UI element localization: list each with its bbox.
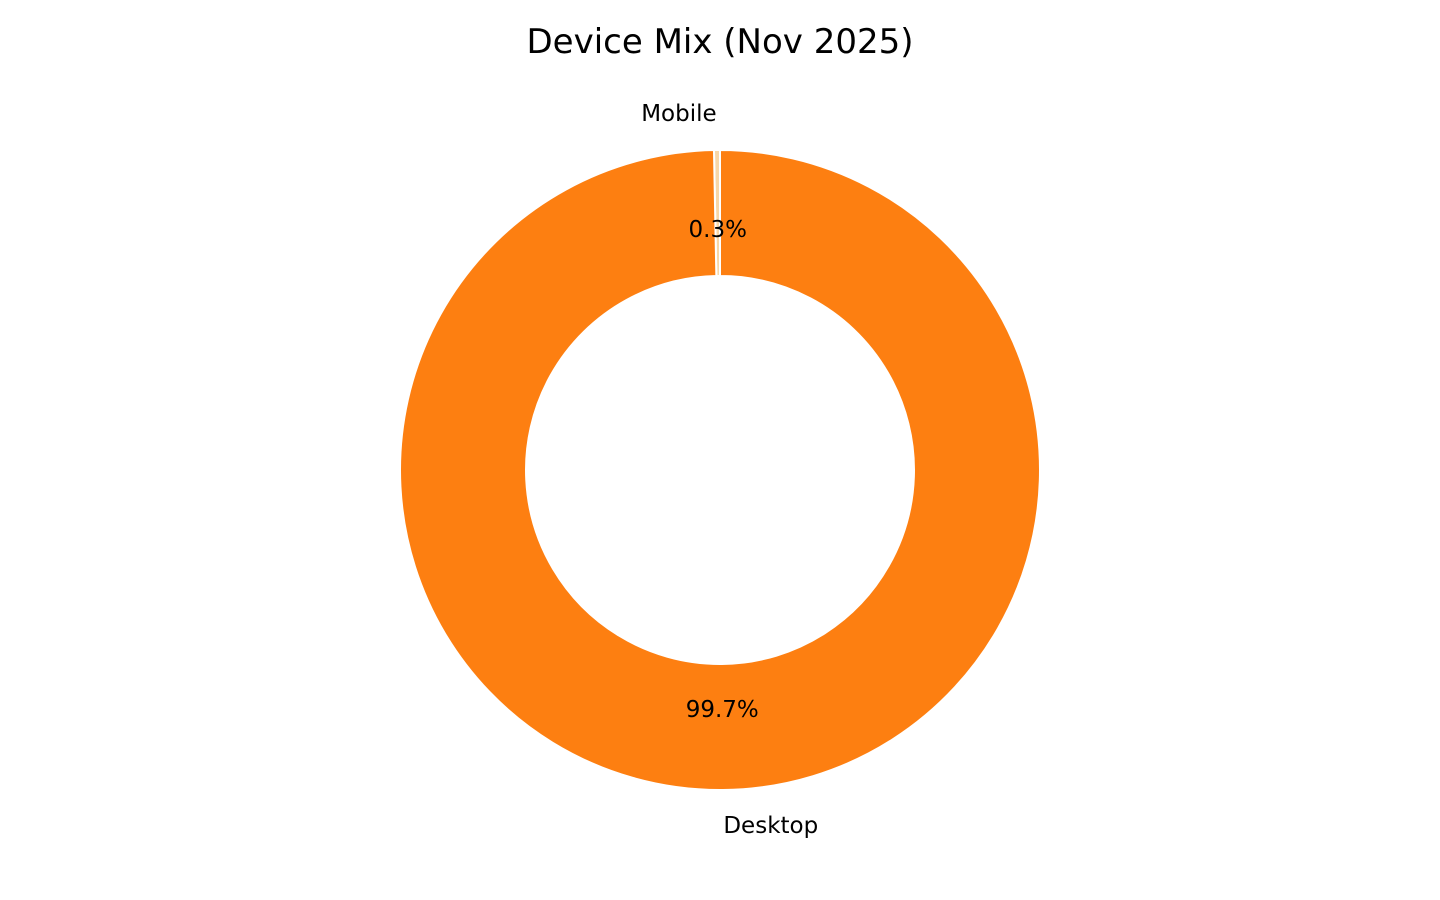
- chart-title: Device Mix (Nov 2025): [526, 22, 913, 62]
- category-label-mobile: Mobile: [641, 101, 716, 127]
- pct-label-desktop: 99.7%: [686, 697, 759, 723]
- pct-label-mobile: 0.3%: [689, 217, 747, 243]
- slice-desktop: [399, 148, 1042, 791]
- category-label-desktop: Desktop: [723, 813, 818, 839]
- donut-slices: [399, 148, 1042, 791]
- slice-labels: 0.3% Mobile 99.7% Desktop: [641, 101, 818, 839]
